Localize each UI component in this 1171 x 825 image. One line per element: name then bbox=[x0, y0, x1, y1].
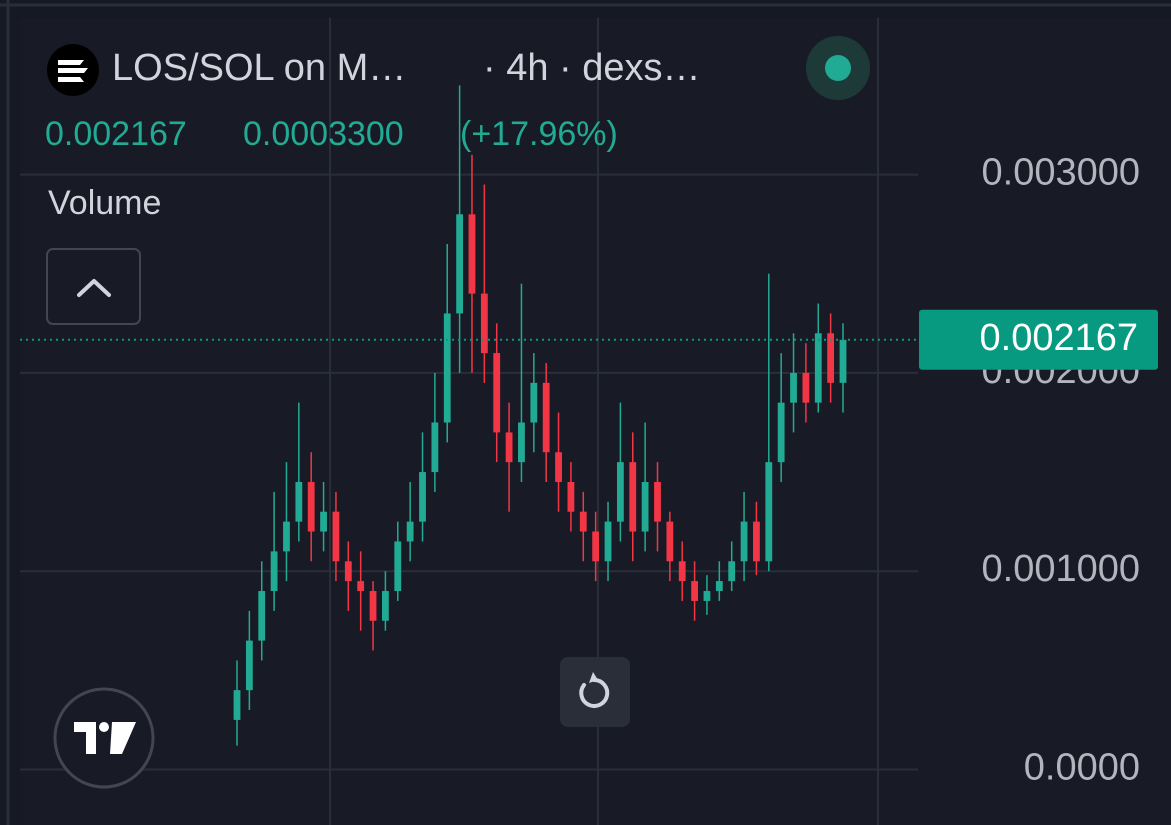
price-change: 0.0003300 bbox=[243, 115, 404, 153]
candle-body bbox=[777, 402, 785, 463]
candle-body bbox=[579, 511, 587, 532]
candle-body bbox=[307, 481, 315, 532]
reset-button[interactable] bbox=[560, 657, 630, 727]
candle-body bbox=[419, 472, 426, 522]
candle-body bbox=[505, 432, 513, 463]
symbol-title[interactable]: LOS/SOL on M… bbox=[112, 47, 406, 89]
candle-body bbox=[678, 561, 686, 582]
candle-body bbox=[344, 561, 352, 582]
candle-body bbox=[765, 462, 773, 562]
candle-body bbox=[802, 372, 810, 403]
plot bbox=[20, 85, 918, 771]
candle-body bbox=[654, 481, 661, 522]
candle-body bbox=[456, 214, 464, 314]
candle-body bbox=[567, 481, 575, 512]
candle-body bbox=[443, 313, 451, 423]
candle-body bbox=[740, 521, 748, 562]
candle-body bbox=[431, 422, 439, 473]
y-tick-label: 0.001000 bbox=[982, 548, 1141, 590]
y-tick-label: 0.0000 bbox=[1024, 747, 1140, 789]
candle-body bbox=[629, 462, 637, 532]
candle-body bbox=[753, 521, 760, 562]
candle-body bbox=[295, 481, 303, 522]
pane-label: Volume bbox=[48, 184, 161, 222]
candle-body bbox=[703, 591, 711, 601]
tradingview-logo[interactable] bbox=[53, 687, 155, 789]
price-tag-label: 0.002167 bbox=[980, 317, 1139, 359]
candle-body bbox=[592, 531, 600, 562]
candle-body bbox=[827, 333, 835, 383]
interval-source[interactable]: · 4h · dexs… bbox=[483, 47, 701, 89]
candle-body bbox=[468, 214, 476, 294]
candle-body bbox=[604, 521, 612, 562]
candle-body bbox=[493, 353, 501, 433]
status-dot bbox=[825, 55, 851, 81]
candle-body bbox=[369, 591, 377, 621]
candle-body bbox=[839, 339, 847, 383]
candle-body bbox=[233, 690, 241, 720]
candle-body bbox=[814, 333, 822, 403]
candle-body bbox=[258, 591, 266, 641]
candle-body bbox=[320, 511, 327, 532]
candle-body bbox=[406, 521, 414, 542]
candle-body bbox=[270, 551, 278, 592]
candle-body bbox=[382, 591, 389, 621]
candle-body bbox=[480, 293, 488, 354]
candle-body bbox=[691, 581, 698, 601]
candle-body bbox=[357, 581, 365, 592]
collapse-button[interactable] bbox=[46, 248, 141, 325]
candle-body bbox=[715, 581, 723, 592]
y-tick-label: 0.003000 bbox=[982, 152, 1141, 194]
candle-body bbox=[530, 382, 538, 423]
candle-body bbox=[518, 422, 525, 463]
candle-body bbox=[555, 452, 562, 482]
last-price: 0.002167 bbox=[45, 115, 187, 153]
candle-body bbox=[641, 481, 649, 532]
symbol-logo bbox=[47, 44, 99, 96]
candle-body bbox=[616, 462, 624, 522]
candle-body bbox=[666, 521, 674, 562]
candle-body bbox=[790, 372, 797, 403]
candle-body bbox=[245, 640, 253, 691]
candle-body bbox=[283, 521, 290, 552]
candle-body bbox=[542, 382, 550, 453]
price-tag bbox=[919, 309, 1158, 370]
candle-body bbox=[332, 511, 340, 562]
candle-body bbox=[394, 541, 402, 592]
price-change-pct: (+17.96%) bbox=[460, 115, 618, 153]
candle-body bbox=[728, 561, 736, 582]
